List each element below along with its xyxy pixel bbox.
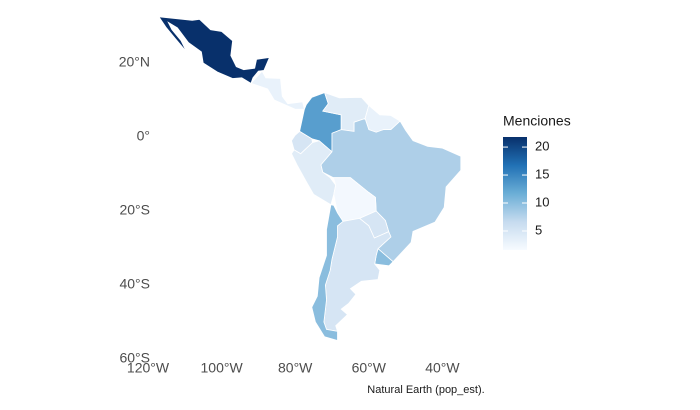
x-tick-label: 80°W <box>278 360 313 376</box>
legend-label: 15 <box>535 166 549 181</box>
y-tick-label: 40°S <box>119 276 150 292</box>
y-tick-label: 20°S <box>119 202 150 218</box>
legend-label: 10 <box>535 194 549 209</box>
y-tick-label: 20°N <box>119 54 150 70</box>
colorbar <box>503 137 527 250</box>
y-tick-label: 0° <box>137 128 150 144</box>
x-tick-label: 100°W <box>201 360 244 376</box>
caption: Natural Earth (pop_est). <box>367 384 484 396</box>
region <box>250 70 305 110</box>
x-tick-label: 60°W <box>352 360 387 376</box>
x-tick-label: 120°W <box>127 360 170 376</box>
region <box>158 16 271 84</box>
region <box>311 204 344 342</box>
legend-label: 5 <box>535 222 542 237</box>
legend-title: Menciones <box>503 113 571 129</box>
x-tick-label: 40°W <box>425 360 460 376</box>
legend-label: 20 <box>535 139 549 154</box>
region <box>291 140 337 206</box>
y-tick-label: 60°S <box>119 350 150 366</box>
